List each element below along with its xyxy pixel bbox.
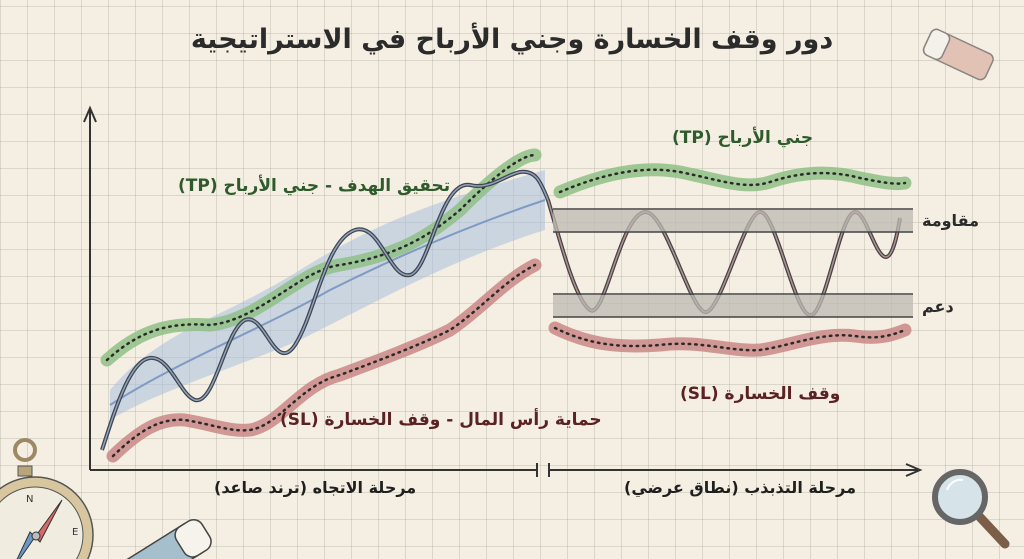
trend-tp-label: تحقيق الهدف - جني الأرباح (TP) [178, 176, 451, 196]
magnifier-icon [932, 469, 1010, 549]
range-phase-label: مرحلة التذبذب (نطاق عرضي) [624, 478, 856, 497]
pencil-eraser-icon [119, 519, 212, 559]
axes [83, 105, 923, 477]
support-band [553, 293, 913, 318]
range-tp-line [553, 163, 912, 199]
trend-midline [109, 199, 546, 406]
svg-text:E: E [72, 527, 78, 538]
trend-sl-label: حماية رأس المال - وقف الخسارة (SL) [280, 410, 602, 430]
eraser-icon [922, 28, 994, 81]
range-tp-label: جني الأرباح (TP) [672, 128, 814, 148]
page-title: دور وقف الخسارة وجني الأرباح في الاسترات… [190, 24, 834, 55]
range-sl-label: وقف الخسارة (SL) [680, 384, 841, 404]
resistance-label: مقاومة [922, 211, 979, 230]
trend-phase-label: مرحلة الاتجاه (ترند صاعد) [214, 478, 417, 497]
support-label: دعم [922, 297, 954, 316]
svg-text:N: N [26, 494, 33, 505]
compass-icon: N E [0, 438, 94, 559]
range-sl-line [548, 321, 912, 357]
resistance-band [553, 208, 913, 233]
